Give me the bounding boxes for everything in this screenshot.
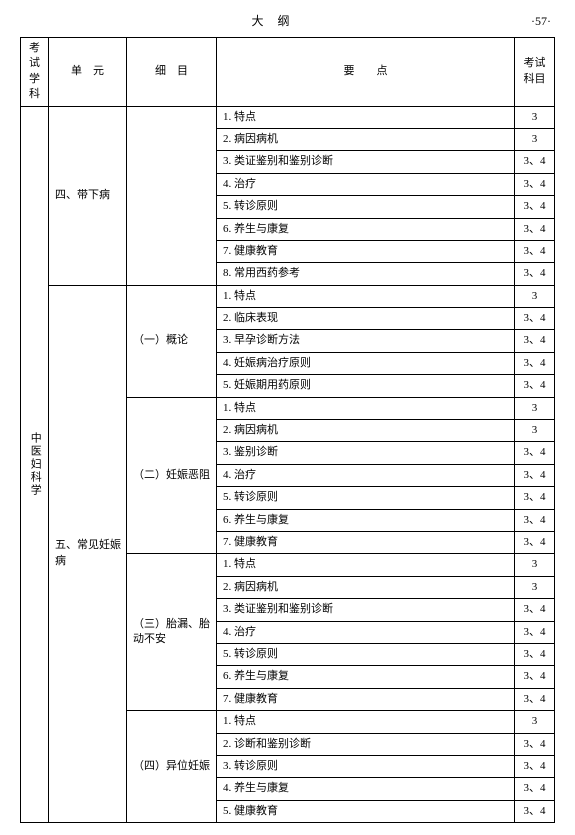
table-header-row: 考试学科 单 元 细 目 要 点 考试科目	[21, 38, 555, 107]
subject-code-cell: 3	[515, 106, 555, 128]
subject-code-cell: 3	[515, 554, 555, 576]
subject-code-cell: 3	[515, 420, 555, 442]
sub-cell: （二）妊娠恶阻	[127, 397, 217, 554]
point-cell: 2. 病因病机	[217, 420, 515, 442]
page-header: 大纲 ·57·	[20, 12, 555, 37]
syllabus-table: 考试学科 单 元 细 目 要 点 考试科目 中医妇科学四、带下病1. 特点32.…	[20, 37, 555, 823]
table-row: 五、常见妊娠病（一）概论1. 特点3	[21, 285, 555, 307]
point-cell: 3. 类证鉴别和鉴别诊断	[217, 599, 515, 621]
subject-cell: 中医妇科学	[21, 106, 49, 823]
point-cell: 1. 特点	[217, 554, 515, 576]
subject-code-cell: 3、4	[515, 778, 555, 800]
subject-code-cell: 3、4	[515, 330, 555, 352]
point-cell: 2. 病因病机	[217, 576, 515, 598]
point-cell: 2. 病因病机	[217, 128, 515, 150]
subject-code-cell: 3	[515, 576, 555, 598]
point-cell: 7. 健康教育	[217, 531, 515, 553]
unit-cell: 五、常见妊娠病	[49, 285, 127, 822]
point-cell: 5. 妊娠期用药原则	[217, 375, 515, 397]
col-subject: 考试学科	[21, 38, 49, 107]
subject-code-cell: 3、4	[515, 800, 555, 822]
subject-code-cell: 3、4	[515, 352, 555, 374]
subject-code-cell: 3、4	[515, 263, 555, 285]
subject-code-cell: 3	[515, 397, 555, 419]
subject-code-cell: 3、4	[515, 218, 555, 240]
subject-code-cell: 3、4	[515, 151, 555, 173]
point-cell: 7. 健康教育	[217, 240, 515, 262]
point-cell: 6. 养生与康复	[217, 509, 515, 531]
point-cell: 2. 诊断和鉴别诊断	[217, 733, 515, 755]
subject-code-cell: 3、4	[515, 240, 555, 262]
sub-cell: （一）概论	[127, 285, 217, 397]
point-cell: 3. 类证鉴别和鉴别诊断	[217, 151, 515, 173]
sub-cell	[127, 106, 217, 285]
subject-code-cell: 3	[515, 711, 555, 733]
point-cell: 3. 鉴别诊断	[217, 442, 515, 464]
subject-code-cell: 3、4	[515, 621, 555, 643]
subject-code-cell: 3	[515, 128, 555, 150]
point-cell: 1. 特点	[217, 106, 515, 128]
subject-code-cell: 3、4	[515, 196, 555, 218]
col-subj2: 考试科目	[515, 38, 555, 107]
point-cell: 3. 早孕诊断方法	[217, 330, 515, 352]
header-title: 大纲	[24, 12, 531, 29]
subject-code-cell: 3、4	[515, 531, 555, 553]
subject-code-cell: 3、4	[515, 599, 555, 621]
col-point: 要 点	[217, 38, 515, 107]
subject-code-cell: 3、4	[515, 173, 555, 195]
point-cell: 1. 特点	[217, 397, 515, 419]
page-number: ·57·	[531, 14, 551, 29]
subject-code-cell: 3、4	[515, 487, 555, 509]
point-cell: 4. 治疗	[217, 621, 515, 643]
subject-code-cell: 3、4	[515, 509, 555, 531]
point-cell: 7. 健康教育	[217, 688, 515, 710]
point-cell: 3. 转诊原则	[217, 755, 515, 777]
point-cell: 5. 转诊原则	[217, 487, 515, 509]
point-cell: 4. 养生与康复	[217, 778, 515, 800]
point-cell: 4. 妊娠病治疗原则	[217, 352, 515, 374]
subject-code-cell: 3	[515, 285, 555, 307]
point-cell: 4. 治疗	[217, 464, 515, 486]
col-sub: 细 目	[127, 38, 217, 107]
point-cell: 6. 养生与康复	[217, 218, 515, 240]
point-cell: 5. 健康教育	[217, 800, 515, 822]
point-cell: 5. 转诊原则	[217, 196, 515, 218]
point-cell: 8. 常用西药参考	[217, 263, 515, 285]
subject-code-cell: 3、4	[515, 308, 555, 330]
col-unit: 单 元	[49, 38, 127, 107]
point-cell: 1. 特点	[217, 711, 515, 733]
subject-code-cell: 3、4	[515, 375, 555, 397]
sub-cell: （三）胎漏、胎动不安	[127, 554, 217, 711]
subject-code-cell: 3、4	[515, 464, 555, 486]
point-cell: 6. 养生与康复	[217, 666, 515, 688]
subject-code-cell: 3、4	[515, 666, 555, 688]
point-cell: 1. 特点	[217, 285, 515, 307]
point-cell: 4. 治疗	[217, 173, 515, 195]
subject-code-cell: 3、4	[515, 442, 555, 464]
subject-code-cell: 3、4	[515, 688, 555, 710]
subject-code-cell: 3、4	[515, 733, 555, 755]
subject-code-cell: 3、4	[515, 755, 555, 777]
point-cell: 5. 转诊原则	[217, 643, 515, 665]
subject-code-cell: 3、4	[515, 643, 555, 665]
sub-cell: （四）异位妊娠	[127, 711, 217, 823]
point-cell: 2. 临床表现	[217, 308, 515, 330]
unit-cell: 四、带下病	[49, 106, 127, 285]
table-row: 中医妇科学四、带下病1. 特点3	[21, 106, 555, 128]
